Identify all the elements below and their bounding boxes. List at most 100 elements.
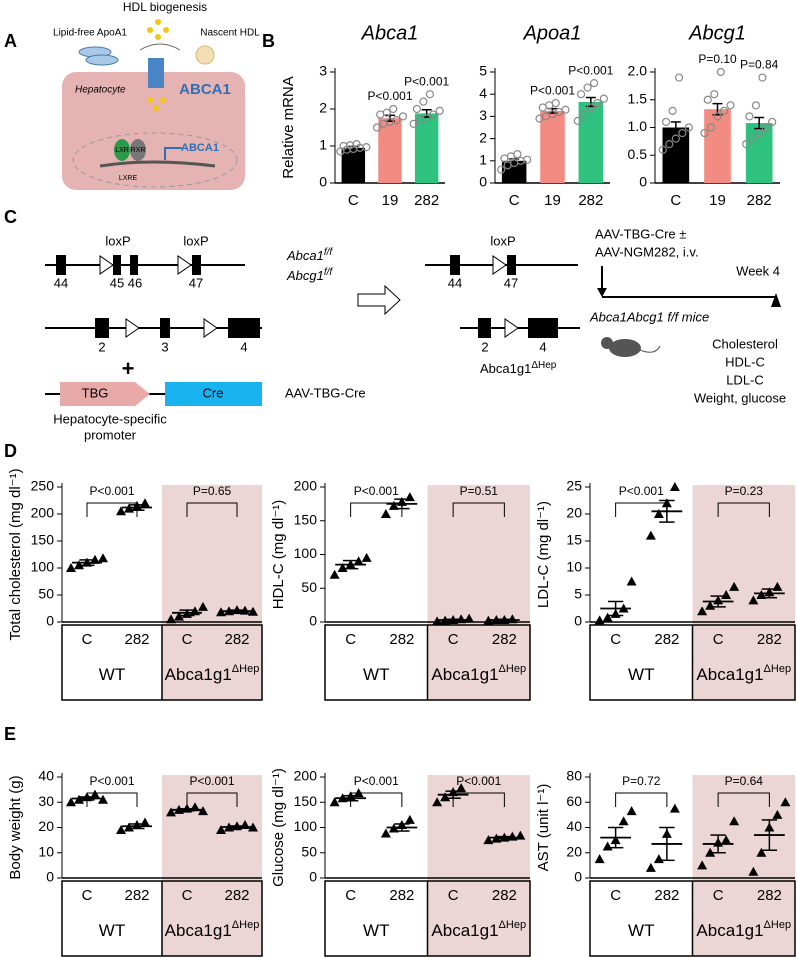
bracket xyxy=(186,502,238,517)
exon xyxy=(130,255,138,275)
bracket xyxy=(350,502,403,517)
data-point xyxy=(483,835,494,845)
loxp-site xyxy=(125,318,140,338)
data-point xyxy=(116,506,126,516)
exon xyxy=(507,255,516,275)
marker xyxy=(771,293,781,307)
data-point xyxy=(602,612,613,622)
x-tick-label: 282 xyxy=(757,887,782,904)
lxr xyxy=(114,139,130,161)
data-point xyxy=(412,104,422,114)
data-point xyxy=(329,569,340,579)
group-name: WT xyxy=(363,921,389,940)
data-point xyxy=(674,73,684,82)
label: ABCA1 xyxy=(181,142,219,154)
hdl-icon xyxy=(195,45,215,65)
y-tick-label: 3 xyxy=(319,63,327,79)
data-point xyxy=(382,108,391,117)
label: Abca1g1ΔHep xyxy=(480,360,557,377)
data-point xyxy=(721,835,732,845)
label: LDL-C xyxy=(726,372,764,387)
label: Cholesterol xyxy=(712,336,778,351)
x-tick-label: C xyxy=(345,631,356,648)
y-tick-label: 0 xyxy=(319,174,327,190)
rxr xyxy=(130,139,146,161)
bracket xyxy=(717,792,770,807)
bar xyxy=(662,127,690,183)
exon xyxy=(528,318,558,338)
group-name: Abca1g1 xyxy=(696,665,763,684)
y-tick-label: 10 xyxy=(566,559,582,575)
data-point xyxy=(425,90,435,99)
label: 47 xyxy=(189,275,203,290)
group-label: WT xyxy=(99,921,125,940)
data-point xyxy=(523,155,532,164)
y-tick-label: 4 xyxy=(479,85,487,101)
data-point xyxy=(706,123,716,132)
data-point xyxy=(751,101,761,110)
data-point xyxy=(483,615,494,625)
label-text: Abca1g1 xyxy=(480,361,531,376)
data-point xyxy=(594,854,605,864)
bracket xyxy=(615,792,668,807)
data-point xyxy=(580,110,589,119)
group-label: WT xyxy=(363,665,389,684)
shade xyxy=(162,775,262,956)
data-point xyxy=(337,563,348,572)
data-point xyxy=(419,97,428,106)
data-point xyxy=(198,806,208,816)
group-name: WT xyxy=(99,921,125,940)
loxp-site xyxy=(504,318,519,338)
label: AAV-NGM282, i.v. xyxy=(595,244,699,259)
exon xyxy=(95,318,109,338)
x-tick-label: 282 xyxy=(492,887,517,904)
panel-letter: C xyxy=(4,207,17,227)
label: AAV-TBG-Cre xyxy=(285,385,366,400)
panel-letter: B xyxy=(262,31,275,51)
label: 45 xyxy=(110,275,124,290)
cell xyxy=(62,72,245,190)
label: RXR xyxy=(131,147,146,154)
y-tick-label: 3 xyxy=(479,107,487,123)
group-label: Abca1g1ΔHep xyxy=(696,919,791,941)
label: Hepatocyte xyxy=(75,85,126,96)
data-point xyxy=(668,106,677,115)
label: Weight, glucose xyxy=(694,390,786,405)
y-tick-label: 80 xyxy=(566,768,582,784)
x-tick-label: 282 xyxy=(654,631,679,648)
data-point xyxy=(665,140,674,149)
y-tick-label: 60 xyxy=(566,793,582,809)
shade xyxy=(427,775,530,956)
p-value: P=0.84 xyxy=(740,58,779,72)
arrow xyxy=(164,147,182,160)
y-axis-label: Relative mRNA xyxy=(280,76,297,179)
y-tick-label: 20 xyxy=(566,505,582,521)
label: 3 xyxy=(161,339,168,354)
promoter-box xyxy=(60,382,150,406)
data-point xyxy=(116,825,126,835)
label: 46 xyxy=(128,275,142,290)
label: ABCA1 xyxy=(179,81,231,98)
exon xyxy=(192,255,201,275)
label: Abca1f/f xyxy=(286,247,333,264)
y-tick-label: 150 xyxy=(294,511,318,527)
label: Lipid-free ApoA1 xyxy=(53,28,127,39)
data-point xyxy=(456,783,467,793)
data-point xyxy=(748,595,759,605)
p-value: P<0.001 xyxy=(354,484,399,498)
group-sup: ΔHep xyxy=(499,919,527,931)
label-text: Abca1 xyxy=(286,248,324,263)
x-tick-label: C xyxy=(670,192,681,209)
data-point xyxy=(772,809,783,819)
bar xyxy=(341,147,366,183)
data-point xyxy=(661,117,671,127)
p-value: P=0.23 xyxy=(725,484,764,498)
data-point xyxy=(429,110,438,119)
group-name: Abca1g1 xyxy=(431,665,498,684)
p-value: P=0.65 xyxy=(193,484,232,498)
group-label: WT xyxy=(628,921,654,940)
arrow xyxy=(597,288,607,297)
bar xyxy=(540,110,565,183)
bar xyxy=(378,118,402,183)
group-label: Abca1g1ΔHep xyxy=(431,663,526,685)
